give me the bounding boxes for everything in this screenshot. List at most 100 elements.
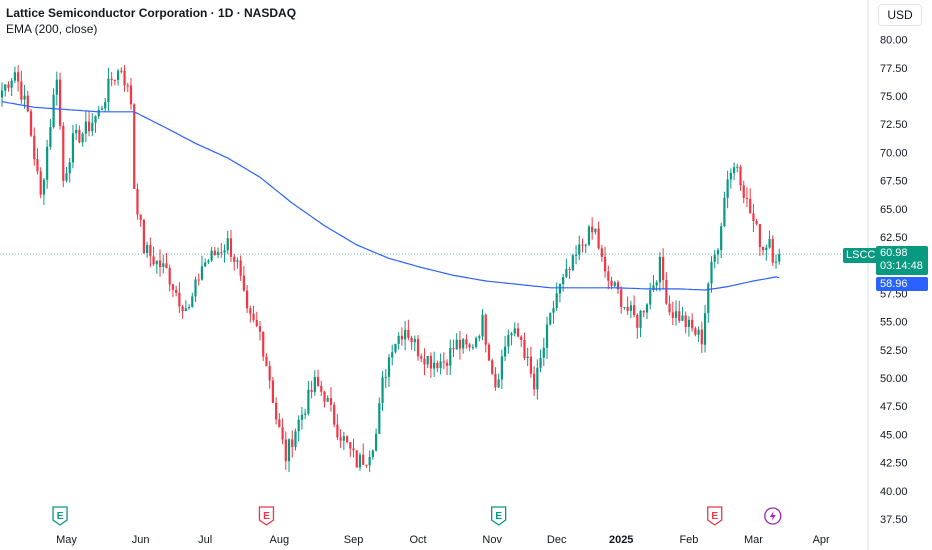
candle-body [397,335,400,344]
candle-body [584,244,587,246]
candle-body [768,238,771,248]
candle-body [545,324,549,348]
y-tick-label: 77.50 [880,63,908,75]
candle-body [165,263,168,269]
candle-body [349,442,352,449]
candle-body [246,290,249,309]
candle-body [255,319,258,327]
ema-line [1,101,780,291]
x-tick-label: Jun [132,534,150,546]
candle-body [223,250,226,253]
indicator-label[interactable]: EMA (200, close) [6,22,98,36]
candle-body [210,250,213,261]
y-tick-label: 57.50 [880,288,908,300]
candle-body [168,268,171,285]
candle-body [649,290,652,305]
candle-body [716,250,720,255]
candle-body [633,305,636,315]
ema-value-tag: 58.96 [876,277,928,291]
candle-body [713,254,716,262]
candle-body [26,95,29,112]
candle-body [155,260,158,265]
candle-body [455,339,458,350]
candle-body [7,84,10,88]
candle-body [387,357,391,377]
x-tick-label: Feb [679,534,698,546]
candle-body [665,279,668,304]
candle-body [642,310,645,313]
x-tick-label: Apr [813,534,830,546]
candle-body [149,245,152,257]
candle-body [520,336,523,340]
candle-body [720,226,723,251]
candle-body [62,125,65,181]
candle-body [707,283,710,314]
candle-body [500,356,503,380]
y-tick-label: 75.00 [880,91,908,103]
x-tick-label: May [56,534,77,546]
candle-body [10,80,13,88]
candle-body [523,339,526,359]
candle-body [694,328,697,335]
lightning-icon [769,511,776,521]
candle-body [55,79,58,95]
candle-body [52,94,55,128]
candle-body [146,245,149,253]
candle-body [674,311,678,318]
x-tick-label: 2025 [609,534,633,546]
y-tick-label: 62.50 [880,232,908,244]
candle-body [162,263,165,267]
candle-body [152,256,155,265]
candle-body [652,285,655,291]
candle-body [507,335,510,347]
candle-body [342,436,345,441]
currency-button[interactable]: USD [878,4,922,26]
candle-body [765,247,768,250]
candle-body [271,380,274,403]
candle-body [552,308,555,313]
candle-body [310,389,313,392]
candle-body [494,373,497,388]
candle-body [71,133,75,163]
candle-body [313,376,316,392]
candle-body [591,226,594,233]
candle-body [120,70,123,72]
candle-body [42,179,46,195]
candle-body [568,268,571,271]
candle-body [603,256,607,272]
y-tick-label: 72.50 [880,119,908,131]
ticker-badge: LSCC [843,248,879,263]
candle-body [97,109,100,117]
candle-body [745,197,749,199]
candle-body [736,166,739,168]
candle-body [304,413,307,415]
candle-body [13,72,16,81]
candle-body [362,454,365,465]
candle-body [139,214,142,220]
candle-body [339,437,342,441]
candle-body [36,159,39,172]
earnings-marker-label: E [495,511,502,522]
earnings-marker [707,506,723,526]
candle-body [307,389,310,414]
x-tick-label: Dec [547,534,567,546]
candle-body [65,173,68,181]
candle-body [481,314,484,337]
candle-body [384,376,387,378]
candle-body [681,315,684,321]
y-tick-label: 70.00 [880,147,908,159]
candle-body [578,244,581,255]
candle-body [439,361,442,369]
candle-body [774,261,778,263]
candle-body [723,197,726,227]
candle-body [29,111,33,136]
candle-body [645,304,649,313]
y-tick-label: 37.50 [880,514,908,526]
candle-body [597,228,600,249]
y-tick-label: 80.00 [880,35,908,47]
candle-body [510,333,513,336]
candle-body [629,305,632,311]
candle-body [600,248,603,257]
candle-body [345,436,349,443]
